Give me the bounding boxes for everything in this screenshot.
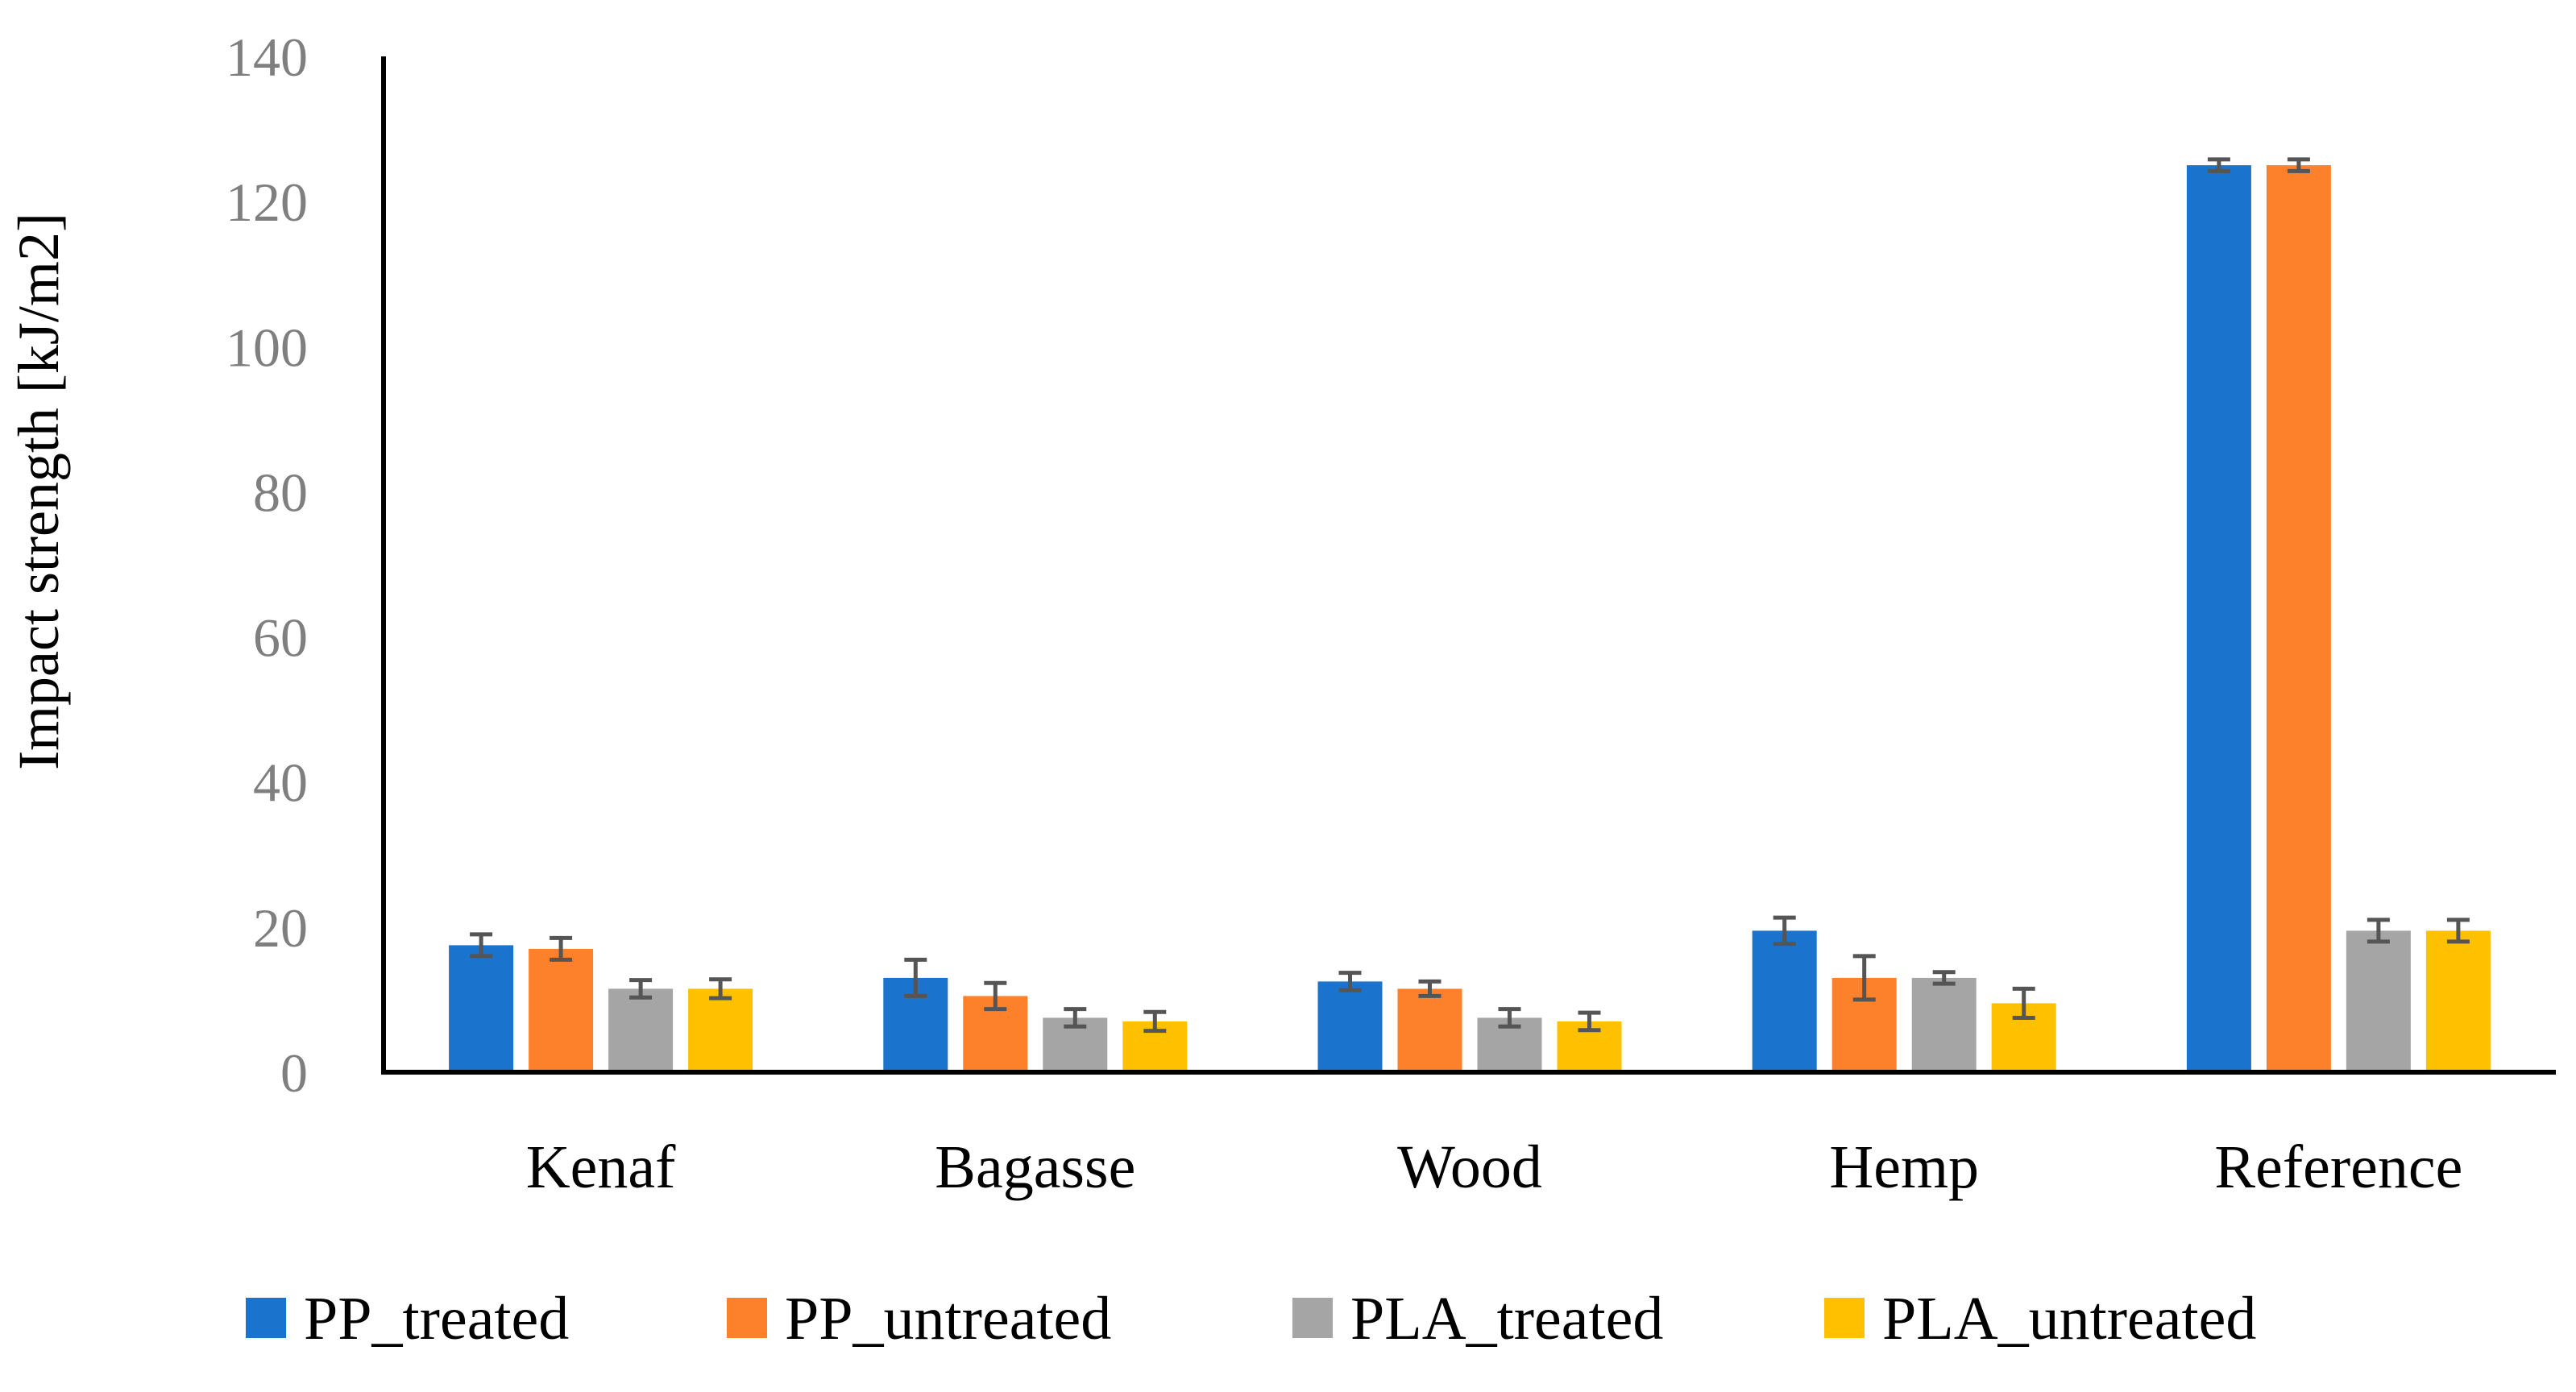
legend-label: PLA_treated bbox=[1350, 1285, 1663, 1353]
bar-PLA_treated-Hemp bbox=[1911, 977, 1977, 1072]
bar-PP_untreated-Reference bbox=[2266, 165, 2331, 1072]
x-axis-label: Hemp bbox=[1829, 1133, 1979, 1201]
legend-swatch-PLA_treated bbox=[1292, 1298, 1333, 1338]
x-axis-label: Wood bbox=[1397, 1133, 1542, 1201]
legend-swatch-PP_treated bbox=[246, 1298, 286, 1338]
bar-PP_untreated-Kenaf bbox=[529, 948, 594, 1072]
legend-label: PP_untreated bbox=[785, 1285, 1111, 1353]
legend-label: PP_treated bbox=[304, 1285, 569, 1353]
legend: PP_treated PP_untreated PLA_treated PLA_unt… bbox=[246, 1285, 2256, 1353]
y-tick-label: 40 bbox=[253, 752, 308, 814]
bars bbox=[449, 165, 2491, 1072]
x-axis-label: Bagasse bbox=[935, 1133, 1135, 1201]
y-axis-title: Impact strength [kJ/m2] bbox=[6, 213, 71, 770]
bar-PP_treated-Reference bbox=[2186, 165, 2251, 1072]
axes bbox=[381, 56, 2556, 1075]
bar-PP_treated-Kenaf bbox=[449, 945, 514, 1072]
y-tick-label: 120 bbox=[226, 172, 308, 233]
y-tick-label: 0 bbox=[280, 1042, 308, 1104]
y-axis-title-group: Impact strength [kJ/m2] bbox=[6, 213, 71, 770]
legend-swatch-PP_untreated bbox=[727, 1298, 767, 1338]
bar-PLA_untreated-Kenaf bbox=[688, 988, 753, 1072]
y-tick-label: 100 bbox=[226, 317, 308, 378]
x-axis-label: Kenaf bbox=[526, 1133, 676, 1201]
y-tick-label: 140 bbox=[226, 27, 308, 88]
y-tick-label: 20 bbox=[253, 897, 308, 959]
bar-PP_treated-Hemp bbox=[1752, 930, 1817, 1072]
bar-PLA_treated-Reference bbox=[2346, 930, 2411, 1072]
bar-PLA_treated-Kenaf bbox=[608, 988, 674, 1072]
y-tick-label: 80 bbox=[253, 462, 308, 523]
bar-PP_treated-Wood bbox=[1317, 981, 1383, 1072]
x-axis-labels: Kenaf Bagasse Wood Hemp Reference bbox=[526, 1133, 2463, 1201]
bar-PLA_untreated-Reference bbox=[2425, 930, 2491, 1072]
bar-PP_untreated-Wood bbox=[1397, 988, 1462, 1072]
x-axis-label: Reference bbox=[2214, 1133, 2462, 1201]
legend-label: PLA_untreated bbox=[1882, 1285, 2256, 1353]
legend-swatch-PLA_untreated bbox=[1824, 1298, 1865, 1338]
y-axis-ticks: 0 20 40 60 80 100 120 140 bbox=[226, 27, 308, 1104]
error-bars bbox=[470, 157, 2470, 1034]
y-tick-label: 60 bbox=[253, 607, 308, 669]
